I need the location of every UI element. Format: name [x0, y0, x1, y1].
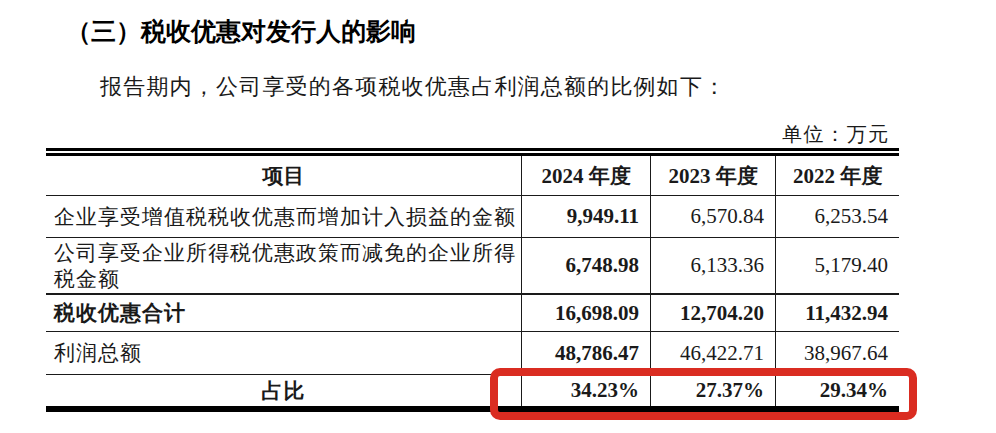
row-label: 企业享受增值税税收优惠而增加计入损益的金额	[46, 196, 522, 238]
header-2024: 2024 年度	[522, 152, 651, 196]
table-row: 公司享受企业所得税优惠政策而减免的企业所得税金额 6,748.98 6,133.…	[46, 238, 899, 295]
intro-paragraph: 报告期内，公司享受的各项税收优惠占利润总额的比例如下：	[100, 72, 726, 102]
cell-2023: 12,704.20	[651, 294, 776, 332]
cell-2024: 6,748.98	[522, 238, 651, 295]
row-label: 占比	[46, 375, 522, 410]
cell-2022: 6,253.54	[776, 196, 900, 238]
row-label: 利润总额	[46, 332, 522, 375]
row-label: 税收优惠合计	[46, 294, 522, 332]
header-2023: 2023 年度	[651, 152, 776, 196]
header-2022: 2022 年度	[776, 152, 900, 196]
cell-2023: 6,133.36	[651, 238, 776, 295]
header-item: 项目	[46, 152, 522, 196]
table-row: 企业享受增值税税收优惠而增加计入损益的金额 9,949.11 6,570.84 …	[46, 196, 899, 238]
unit-label: 单位：万元	[782, 121, 890, 148]
cell-2022: 5,179.40	[776, 238, 900, 295]
section-title: （三）税收优惠对发行人的影响	[66, 15, 416, 48]
cell-2023: 6,570.84	[651, 196, 776, 238]
cell-2024: 16,698.09	[522, 294, 651, 332]
highlight-box	[490, 368, 917, 420]
cell-2022: 11,432.94	[776, 294, 900, 332]
row-label: 公司享受企业所得税优惠政策而减免的企业所得税金额	[46, 238, 522, 295]
cell-2024: 9,949.11	[522, 196, 651, 238]
table-header-row: 项目 2024 年度 2023 年度 2022 年度	[46, 152, 899, 196]
table-row-total: 税收优惠合计 16,698.09 12,704.20 11,432.94	[46, 294, 899, 332]
